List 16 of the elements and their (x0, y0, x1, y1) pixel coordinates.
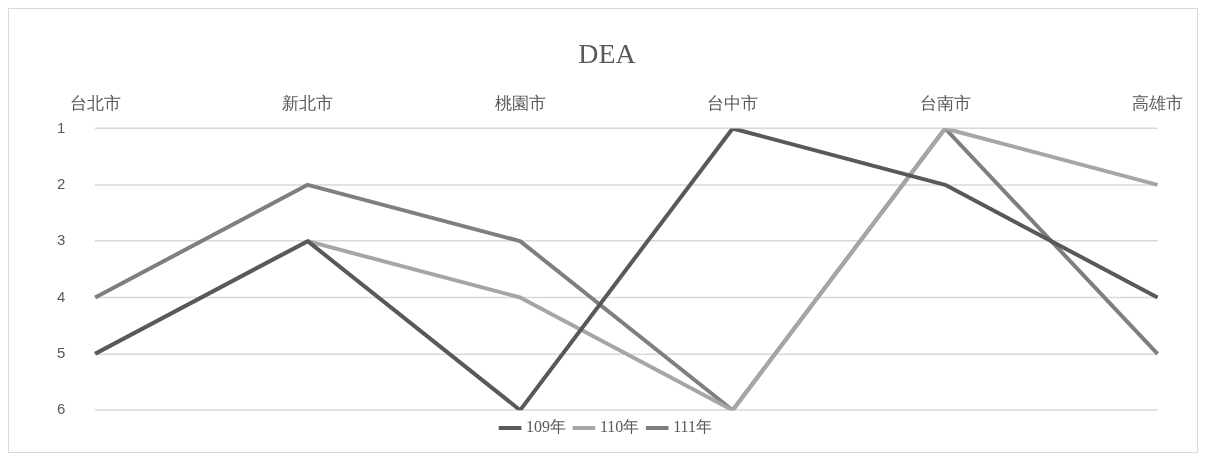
legend-label: 110年 (599, 418, 640, 436)
legend-label: 111年 (673, 418, 712, 436)
chart-title: DEA (578, 37, 636, 69)
x-tick-label: 新北市 (282, 92, 334, 113)
x-tick-label: 台北市 (69, 92, 121, 113)
x-tick-label: 桃園市 (494, 92, 546, 113)
x-tick-label: 台中市 (707, 92, 759, 113)
y-tick-label: 5 (56, 343, 66, 361)
y-tick-label: 4 (56, 287, 66, 305)
legend-label: 109年 (526, 418, 566, 436)
y-tick-label: 3 (56, 231, 66, 249)
x-tick-label: 高雄市 (1132, 92, 1184, 113)
y-tick-label: 2 (56, 174, 66, 192)
y-tick-label: 1 (56, 118, 66, 136)
y-tick-label: 6 (56, 400, 66, 418)
x-tick-label: 台南市 (919, 92, 971, 113)
